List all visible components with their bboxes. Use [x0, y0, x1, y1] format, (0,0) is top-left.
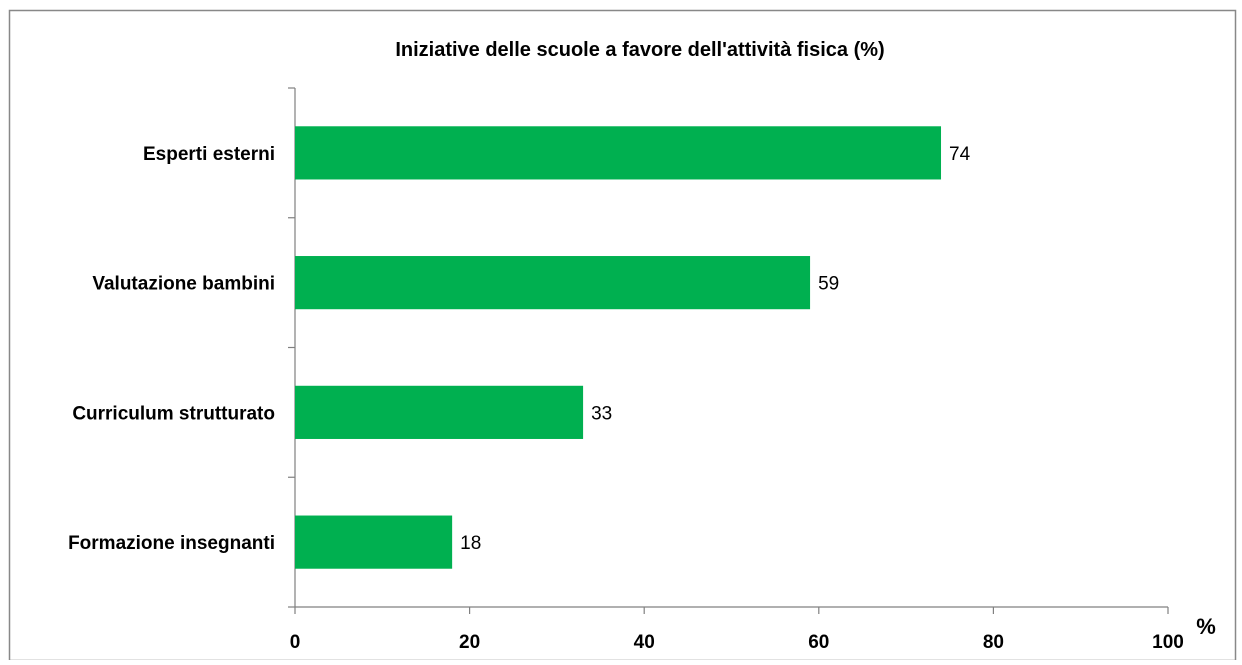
category-label: Curriculum strutturato [72, 403, 275, 424]
x-tick-label: 0 [290, 632, 301, 653]
x-tick-label: 20 [459, 632, 480, 653]
chart-border [8, 9, 1237, 662]
bar [295, 126, 942, 180]
category-label: Valutazione bambini [92, 274, 275, 295]
bars-layer: 74 Esperti esterni 59 Valutazione bambini 33… [68, 126, 971, 569]
bar [295, 385, 584, 439]
chart-title: Iniziative delle scuole a favore dell'at… [395, 39, 884, 61]
category-label: Formazione insegnanti [68, 533, 275, 554]
ticks-layer: 0 20 40 60 80 100 [288, 87, 1184, 653]
data-label: 18 [460, 533, 481, 554]
bar [295, 256, 811, 310]
x-tick-label: 40 [634, 632, 655, 653]
x-tick-label: 80 [983, 632, 1004, 653]
bar [295, 515, 453, 569]
data-label: 59 [818, 274, 839, 295]
x-axis-unit-label: % [1196, 614, 1216, 639]
x-tick-label: 100 [1152, 632, 1184, 653]
data-label: 74 [949, 144, 971, 165]
category-label: Esperti esterni [143, 144, 275, 165]
data-label: 33 [591, 403, 612, 424]
x-tick-label: 60 [808, 632, 829, 653]
